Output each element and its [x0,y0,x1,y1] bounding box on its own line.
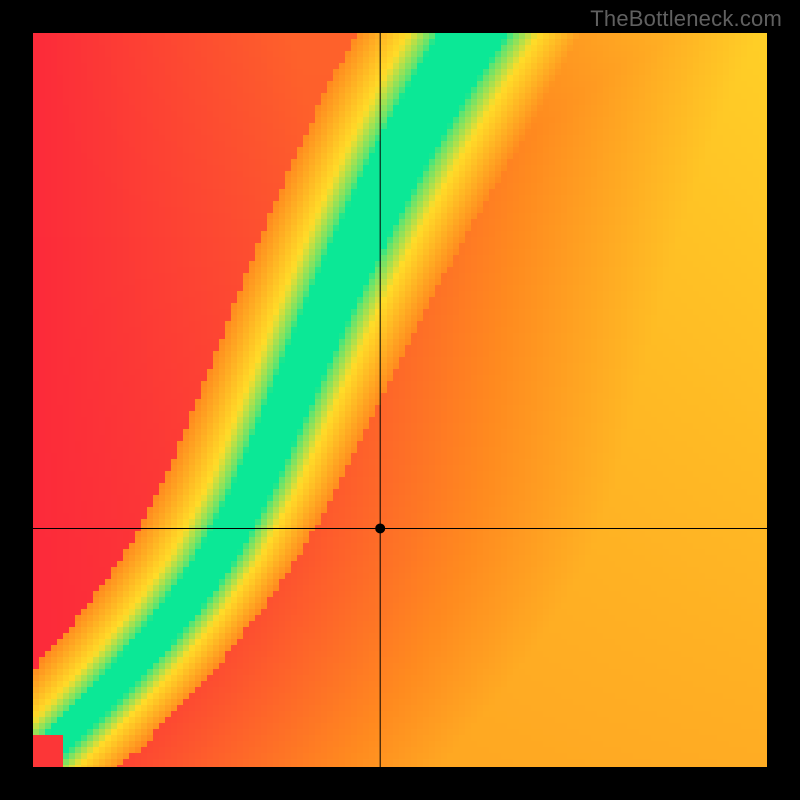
heatmap-canvas [33,33,767,767]
heatmap-plot [33,33,767,767]
watermark-text: TheBottleneck.com [590,6,782,32]
figure-root: TheBottleneck.com [0,0,800,800]
